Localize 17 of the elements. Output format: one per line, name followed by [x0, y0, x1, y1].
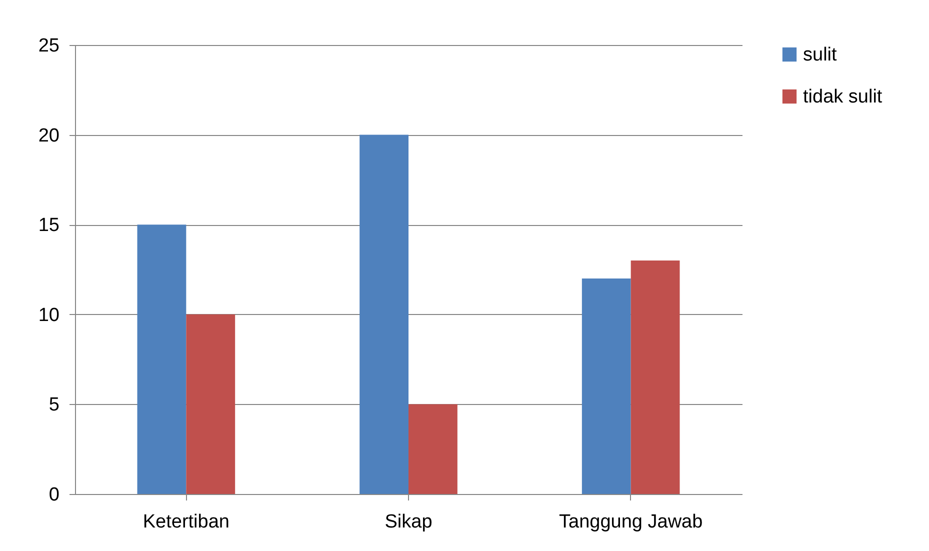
- bar: [186, 314, 236, 494]
- bar: [582, 278, 631, 494]
- y-tick-label: 25: [38, 36, 60, 56]
- x-tick-label: Sikap: [384, 512, 432, 532]
- bar: [137, 224, 186, 494]
- bar: [630, 260, 680, 494]
- legend-label: tidak sulit: [803, 86, 883, 108]
- legend-label: sulit: [803, 44, 838, 66]
- y-tick-label: 10: [38, 304, 60, 326]
- bar: [408, 404, 458, 494]
- x-tick-label: Ketertiban: [142, 512, 230, 532]
- y-tick-label: 0: [48, 484, 60, 506]
- y-tick-label: 5: [48, 394, 60, 416]
- y-tick-label: 15: [38, 215, 60, 236]
- bar: [360, 134, 408, 494]
- x-tick-label: Tanggung Jawab: [558, 512, 703, 532]
- y-tick-label: 20: [38, 125, 60, 146]
